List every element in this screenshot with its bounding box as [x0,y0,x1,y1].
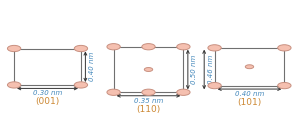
Circle shape [107,89,120,95]
Circle shape [245,65,254,69]
Circle shape [7,45,21,52]
Text: 0.30 nm: 0.30 nm [33,90,62,96]
Bar [113,47,183,92]
Text: (110): (110) [136,105,161,114]
Text: 0.50 nm: 0.50 nm [191,55,198,84]
Circle shape [177,44,190,50]
Circle shape [142,89,155,95]
Text: 0.46 nm: 0.46 nm [208,55,214,84]
Circle shape [74,45,88,52]
Text: 0.35 nm: 0.35 nm [134,98,163,104]
Bar [14,49,81,85]
Text: 0.40 nm: 0.40 nm [235,91,264,97]
Text: (101): (101) [237,98,262,107]
Circle shape [74,82,88,88]
Text: (001): (001) [35,97,60,106]
Circle shape [142,44,155,50]
Circle shape [144,68,153,71]
Circle shape [208,45,221,51]
Circle shape [177,89,190,95]
Circle shape [7,82,21,88]
Circle shape [208,82,221,89]
Circle shape [278,45,291,51]
Text: 0.40 nm: 0.40 nm [89,52,95,81]
Circle shape [107,44,120,50]
Bar [214,48,284,86]
Circle shape [278,82,291,89]
